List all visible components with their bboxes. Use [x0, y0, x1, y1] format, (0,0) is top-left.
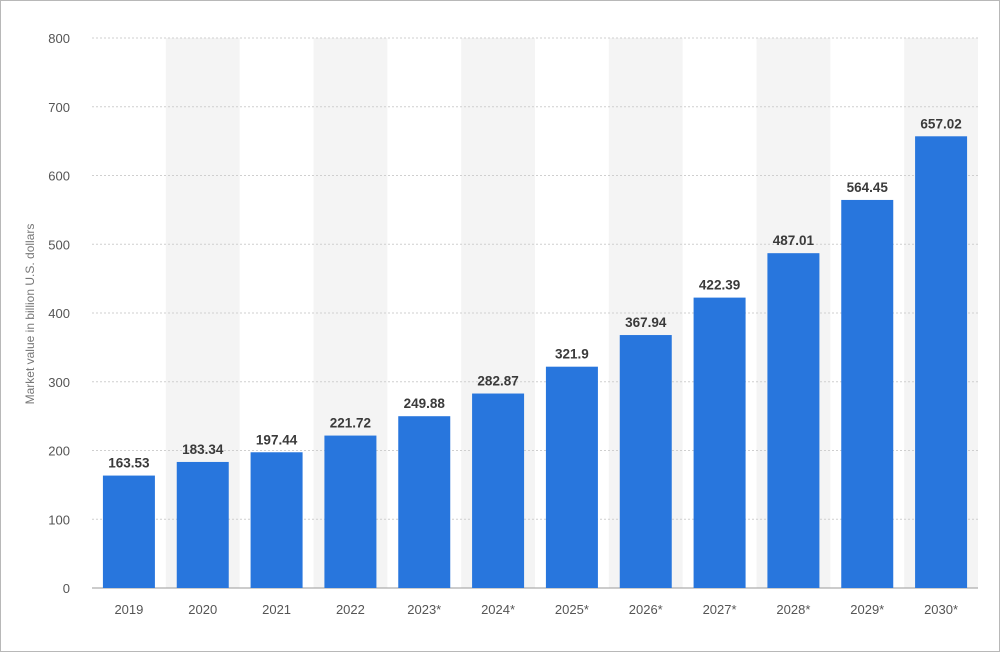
- data-label: 163.53: [108, 456, 150, 471]
- gridlines: [92, 37, 978, 589]
- data-label: 221.72: [330, 416, 371, 431]
- bar: [767, 253, 820, 589]
- y-axis-ticks: 0 100 200 300 400 500 600 700 800: [48, 31, 70, 596]
- x-axis-ticks: 2019 2020 2021 2022 2023* 2024* 2025* 2026* 2027…: [114, 602, 958, 617]
- x-tick-label: 2027*: [703, 602, 737, 617]
- bar: [324, 435, 377, 588]
- bar: [250, 452, 303, 588]
- x-tick-label: 2024*: [481, 602, 515, 617]
- bar: [693, 297, 746, 588]
- x-tick-label: 2023*: [407, 602, 441, 617]
- data-label: 367.94: [625, 315, 667, 330]
- data-label: 564.45: [847, 180, 889, 195]
- x-tick-label: 2029*: [850, 602, 884, 617]
- bar: [915, 136, 968, 588]
- bar: [102, 475, 155, 588]
- data-label: 657.02: [920, 116, 961, 131]
- x-tick-label: 2020: [188, 602, 217, 617]
- bar: [841, 199, 894, 589]
- data-label: 282.87: [477, 374, 518, 389]
- y-tick-label: 300: [48, 375, 70, 390]
- x-tick-label: 2022: [336, 602, 365, 617]
- data-labels: 163.53 183.34 197.44 221.72 249.88 282.87 321.…: [108, 116, 961, 470]
- data-label: 183.34: [182, 442, 224, 457]
- data-label: 197.44: [256, 432, 298, 447]
- bar: [545, 366, 598, 588]
- x-tick-label: 2030*: [924, 602, 958, 617]
- bar: [472, 393, 525, 588]
- y-tick-label: 800: [48, 31, 70, 46]
- bar: [398, 416, 451, 588]
- x-tick-label: 2028*: [776, 602, 810, 617]
- y-tick-label: 100: [48, 512, 70, 527]
- bar: [619, 335, 672, 588]
- bars: [102, 136, 968, 589]
- x-tick-label: 2026*: [629, 602, 663, 617]
- x-tick-label: 2019: [114, 602, 143, 617]
- y-axis-label: Market value in billion U.S. dollars: [23, 224, 37, 405]
- data-label: 249.88: [404, 396, 446, 411]
- y-tick-label: 700: [48, 100, 70, 115]
- y-tick-label: 500: [48, 237, 70, 252]
- x-tick-label: 2021: [262, 602, 291, 617]
- y-tick-label: 0: [63, 581, 70, 596]
- data-label: 422.39: [699, 278, 740, 293]
- data-label: 487.01: [773, 233, 815, 248]
- y-tick-label: 600: [48, 169, 70, 184]
- x-tick-label: 2025*: [555, 602, 589, 617]
- y-tick-label: 400: [48, 306, 70, 321]
- data-label: 321.9: [555, 347, 589, 362]
- bar: [176, 461, 229, 588]
- y-tick-label: 200: [48, 444, 70, 459]
